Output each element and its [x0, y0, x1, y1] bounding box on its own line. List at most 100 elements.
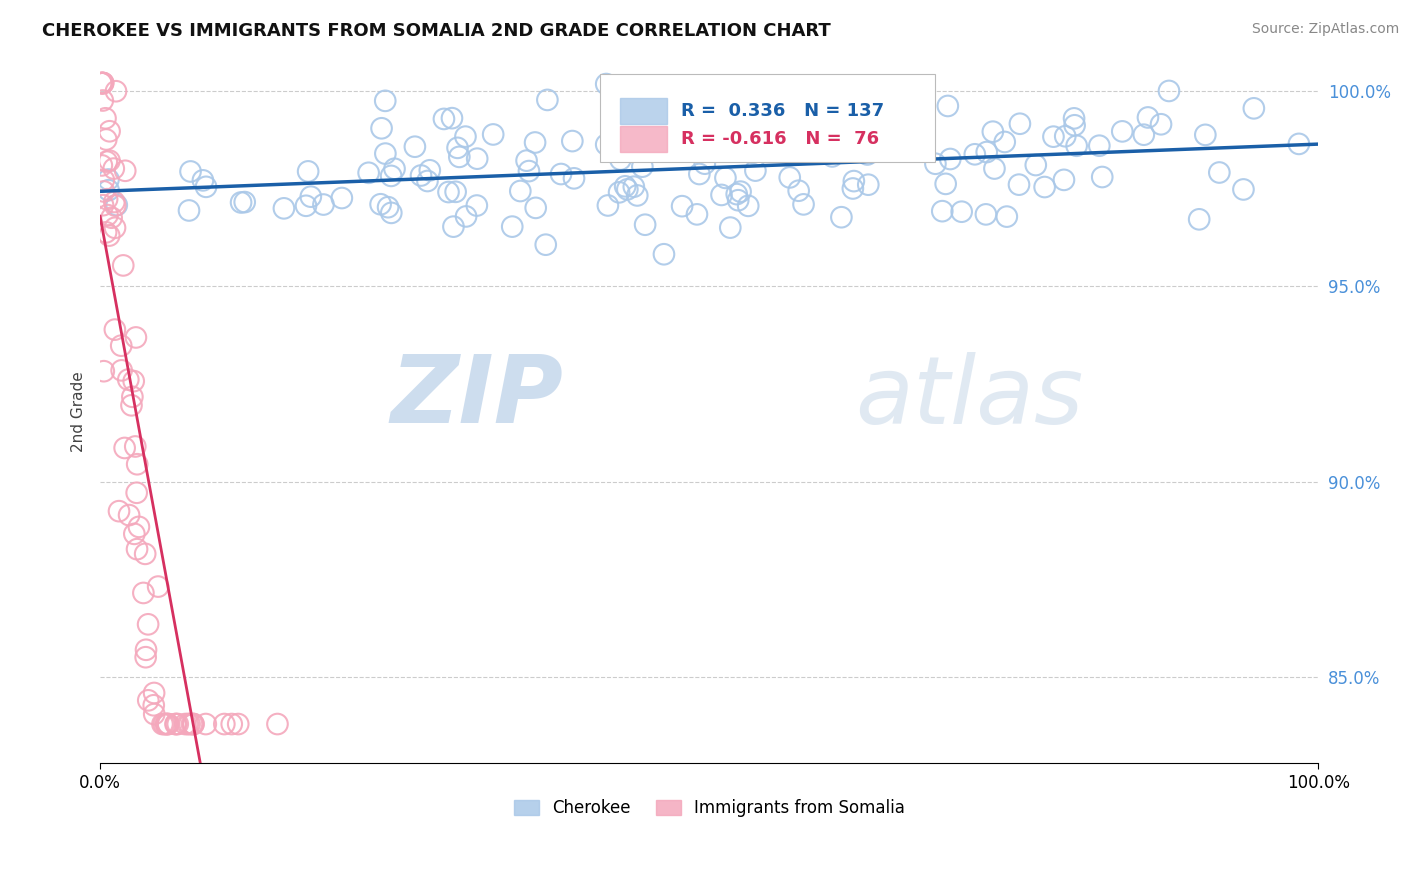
Point: [935, 177, 957, 191]
Point: [122, 374, 145, 388]
Point: [1150, 117, 1173, 131]
Point: [652, 247, 675, 261]
Point: [1243, 101, 1265, 115]
Point: [104, 220, 127, 235]
Text: ZIP: ZIP: [389, 351, 562, 443]
Point: [725, 187, 748, 202]
Point: [744, 163, 766, 178]
Point: [561, 134, 583, 148]
Point: [93, 364, 115, 378]
Point: [370, 121, 392, 136]
Point: [1008, 117, 1031, 131]
Point: [440, 111, 463, 125]
Point: [631, 160, 654, 174]
Point: [831, 133, 853, 147]
Point: [91, 76, 114, 90]
Point: [194, 717, 217, 731]
Point: [98, 228, 121, 243]
Text: R =  0.336   N = 137: R = 0.336 N = 137: [681, 102, 884, 120]
Point: [482, 128, 505, 142]
Point: [682, 105, 704, 120]
Point: [562, 171, 585, 186]
Point: [785, 103, 807, 118]
Point: [727, 193, 749, 207]
Point: [889, 113, 911, 128]
Point: [454, 210, 477, 224]
Point: [939, 152, 962, 166]
Point: [299, 189, 322, 203]
Point: [152, 717, 174, 731]
Point: [127, 457, 149, 471]
Point: [842, 174, 865, 188]
Point: [266, 717, 288, 731]
Point: [950, 204, 973, 219]
Point: [384, 161, 406, 176]
Point: [180, 164, 202, 178]
Point: [121, 398, 143, 412]
Point: [374, 146, 396, 161]
Point: [91, 76, 114, 90]
Point: [835, 122, 858, 136]
Point: [1054, 129, 1077, 144]
Point: [737, 199, 759, 213]
Point: [433, 112, 456, 126]
Point: [295, 199, 318, 213]
Point: [1111, 124, 1133, 138]
Point: [111, 363, 134, 377]
Point: [132, 586, 155, 600]
Point: [136, 693, 159, 707]
Point: [96, 208, 118, 222]
Point: [143, 707, 166, 722]
Point: [1033, 180, 1056, 194]
Point: [609, 153, 631, 167]
Point: [1025, 158, 1047, 172]
Point: [103, 194, 125, 209]
Point: [409, 169, 432, 183]
Point: [97, 183, 120, 197]
Point: [773, 135, 796, 149]
Point: [297, 164, 319, 178]
Point: [153, 717, 176, 731]
Point: [125, 542, 148, 557]
Point: [800, 130, 823, 145]
Point: [98, 153, 121, 168]
Point: [446, 141, 468, 155]
Point: [830, 211, 852, 225]
Point: [534, 237, 557, 252]
Point: [112, 259, 135, 273]
Point: [995, 210, 1018, 224]
Point: [229, 195, 252, 210]
Point: [136, 617, 159, 632]
Point: [91, 198, 114, 212]
Point: [103, 161, 125, 176]
Point: [858, 178, 880, 192]
Point: [174, 717, 197, 731]
Point: [981, 125, 1004, 139]
Bar: [620, 126, 666, 153]
Point: [183, 717, 205, 731]
Point: [110, 339, 132, 353]
Point: [226, 717, 249, 731]
Point: [700, 141, 723, 155]
Point: [449, 150, 471, 164]
Point: [404, 139, 426, 153]
Point: [647, 124, 669, 138]
Point: [156, 717, 179, 731]
Point: [104, 322, 127, 336]
Point: [104, 198, 127, 212]
Point: [146, 580, 169, 594]
Point: [730, 185, 752, 199]
Point: [1053, 173, 1076, 187]
Point: [135, 642, 157, 657]
Point: [124, 527, 146, 541]
Point: [221, 717, 243, 731]
Point: [166, 717, 188, 731]
Point: [142, 698, 165, 713]
Point: [195, 179, 218, 194]
Point: [710, 188, 733, 202]
Point: [1066, 138, 1088, 153]
Point: [1063, 118, 1085, 132]
Point: [108, 504, 131, 518]
Point: [90, 158, 112, 172]
Point: [686, 207, 709, 221]
